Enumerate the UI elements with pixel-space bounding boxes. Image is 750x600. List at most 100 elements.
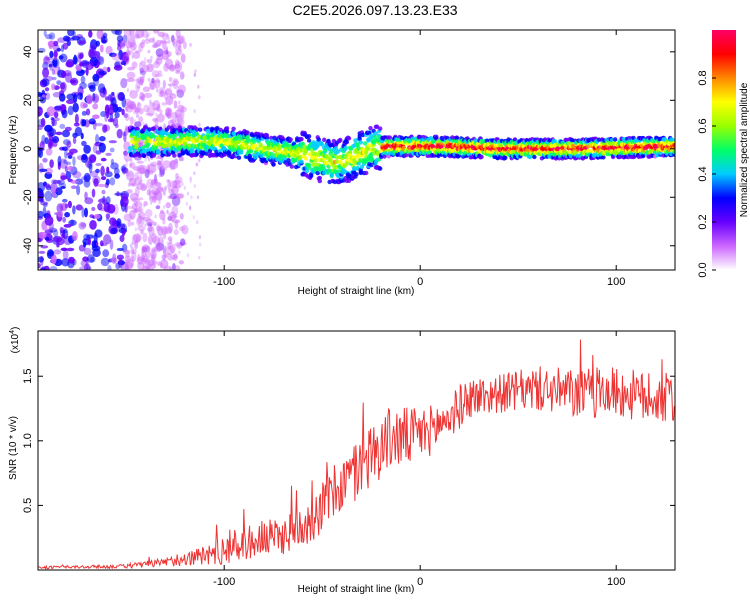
spectrogram-noise-cell [86,234,95,239]
spectrogram-band-cell [479,154,484,160]
spectrogram-noise-cell [167,83,176,87]
spectrogram-x-tick-label: -100 [213,276,235,288]
spectrogram-noise-cell [165,33,169,38]
spectrogram-band-cell [328,158,333,163]
spectrogram-noise-cell [40,198,45,203]
spectrogram-noise-cell [57,155,62,166]
spectrogram-band-cell [251,139,257,144]
snr-y-tick-label: 1.5 [22,369,34,384]
spectrogram-noise-cell [110,162,119,170]
spectrogram-x-tick-label: 100 [607,276,625,288]
spectrogram-noise-cell [72,136,77,145]
spectrogram-band-cell [224,129,230,134]
spectrogram-noise-cell [51,83,56,91]
spectrogram-noise-cell [198,158,201,163]
spectrogram-noise-cell [140,82,143,86]
spectrogram-noise-cell [49,141,54,149]
spectrogram-noise-cell [131,241,134,246]
spectrogram-noise-cell [189,206,192,211]
spectrogram-noise-cell [152,221,157,227]
spectrogram-noise-cell [157,181,160,186]
spectrogram-band-cell [358,140,363,145]
spectrogram-noise-cell [164,246,167,251]
spectrogram-noise-cell [48,63,53,68]
spectrogram-band-cell [324,160,329,166]
snr-y-tick-label: 0.5 [22,498,34,513]
spectrogram-band-cell [498,143,504,148]
spectrogram-noise-cell [126,38,130,43]
snr-multiplier-base: (x10 [10,333,21,353]
spectrogram-noise-cell [61,146,68,151]
spectrogram-noise-cell [148,37,156,43]
spectrogram-noise-cell [45,236,50,241]
spectrogram-noise-cell [196,220,199,225]
spectrogram-y-tick-label: 0 [22,146,34,152]
spectrogram-noise-cell [146,59,153,64]
spectrogram-noise-cell [160,89,164,97]
spectrogram-noise-cell [169,163,172,168]
colorbar-tick-label: 0.4 [697,166,709,181]
spectrogram-noise-cell [167,216,170,221]
spectrogram-noise-cell [63,159,67,164]
spectrogram-noise-cell [125,50,131,58]
spectrogram-noise-cell [148,169,154,175]
spectrogram-noise-cell [79,266,88,270]
spectrogram-noise-cell [163,226,173,234]
spectrogram-noise-cell [144,157,147,162]
spectrogram-noise-cell [157,261,161,266]
spectrogram-noise-cell [133,106,139,114]
spectrogram-noise-cell [114,30,122,36]
spectrogram-noise-cell [49,159,54,169]
spectrogram-noise-cell [84,197,94,205]
snr-y-label: SNR (10 * v/v) [8,416,19,480]
spectrogram-noise-cell [151,79,159,84]
spectrogram-band-cell [317,178,322,184]
spectrogram-noise-cell [83,175,87,182]
spectrogram-noise-cell [150,248,157,260]
spectrogram-noise-cell [162,218,166,225]
spectrogram-noise-cell [98,56,105,65]
spectrogram-noise-cell [124,255,132,263]
spectrogram-noise-cell [163,90,168,101]
spectrogram-noise-cell [97,83,106,94]
spectrogram-band-cell [306,138,312,143]
spectrogram-noise-cell [88,30,93,38]
spectrogram-noise-cell [130,246,135,255]
spectrogram-noise-cell [199,242,202,247]
spectrogram-noise-cell [44,229,53,235]
spectrogram-noise-cell [141,64,150,73]
spectrogram-noise-cell [42,61,49,70]
spectrogram-noise-cell [150,79,153,84]
spectrogram-noise-cell [137,253,141,262]
spectrogram-noise-cell [168,76,173,83]
spectrogram-noise-cell [93,178,99,187]
spectrogram-noise-cell [177,84,186,95]
spectrogram-noise-cell [57,179,65,186]
spectrogram-noise-cell [129,90,139,99]
spectrogram-band-cell [313,154,318,160]
spectrogram-noise-cell [155,186,164,192]
spectrogram-noise-cell [182,73,185,78]
spectrogram-band-cell [286,158,291,163]
spectrogram-noise-cell [166,51,172,57]
spectrogram-noise-cell [139,70,146,76]
spectrogram-noise-cell [71,185,77,189]
spectrogram-noise-cell [97,199,106,203]
spectrogram-noise-cell [162,79,166,89]
spectrogram-noise-cell [138,197,144,201]
spectrogram-noise-cell [58,182,67,188]
spectrogram-noise-cell [168,39,171,44]
spectrogram-noise-cell [125,158,128,163]
spectrogram-noise-cell [129,158,133,163]
spectrogram-noise-cell [83,241,87,248]
spectrogram-noise-cell [60,186,66,189]
spectrogram-noise-cell [61,109,68,119]
spectrogram-noise-cell [39,140,45,150]
spectrogram-noise-cell [121,167,129,174]
spectrogram-noise-cell [126,71,136,79]
spectrogram-noise-cell [134,227,137,232]
spectrogram-band-cell [292,158,298,163]
snr-x-tick-label: 0 [417,576,423,588]
spectrogram-noise-cell [62,42,69,50]
spectrogram-noise-cell [173,83,179,90]
